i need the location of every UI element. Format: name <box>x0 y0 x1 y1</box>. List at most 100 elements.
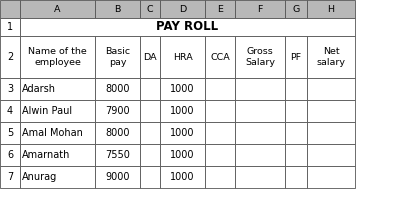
Text: Amarnath: Amarnath <box>22 150 70 160</box>
Text: A: A <box>54 4 61 13</box>
Bar <box>95 166 140 188</box>
Bar <box>160 166 205 188</box>
Text: 1000: 1000 <box>170 172 195 182</box>
Text: Gross
Salary: Gross Salary <box>245 47 275 67</box>
Text: Net
salary: Net salary <box>316 47 346 67</box>
Bar <box>160 144 205 166</box>
Text: Basic
pay: Basic pay <box>105 47 130 67</box>
Bar <box>140 144 160 166</box>
Bar <box>0 100 20 122</box>
Text: 8000: 8000 <box>105 84 130 94</box>
Text: 4: 4 <box>7 106 13 116</box>
Bar <box>20 0 95 18</box>
Bar <box>160 122 205 144</box>
Text: 8000: 8000 <box>105 128 130 138</box>
Bar <box>205 78 235 100</box>
Text: Amal Mohan: Amal Mohan <box>22 128 83 138</box>
Bar <box>0 18 20 36</box>
Bar <box>205 0 235 18</box>
Text: CCA: CCA <box>210 53 230 61</box>
Bar <box>205 122 235 144</box>
Bar <box>160 78 205 100</box>
Text: 7900: 7900 <box>105 106 130 116</box>
Bar <box>20 18 355 36</box>
Bar <box>160 36 205 78</box>
Text: H: H <box>328 4 334 13</box>
Bar <box>95 78 140 100</box>
Text: E: E <box>217 4 223 13</box>
Bar <box>0 0 20 18</box>
Bar <box>235 166 285 188</box>
Text: 7: 7 <box>7 172 13 182</box>
Text: B: B <box>114 4 121 13</box>
Bar <box>285 122 307 144</box>
Text: Anurag: Anurag <box>22 172 57 182</box>
Bar <box>95 36 140 78</box>
Bar <box>307 0 355 18</box>
Bar <box>235 122 285 144</box>
Bar <box>140 36 160 78</box>
Bar <box>0 122 20 144</box>
Bar <box>307 36 355 78</box>
Text: 1000: 1000 <box>170 106 195 116</box>
Text: 1000: 1000 <box>170 128 195 138</box>
Bar <box>0 78 20 100</box>
Bar <box>307 78 355 100</box>
Text: 6: 6 <box>7 150 13 160</box>
Bar <box>205 100 235 122</box>
Text: 7550: 7550 <box>105 150 130 160</box>
Bar <box>235 144 285 166</box>
Bar <box>285 0 307 18</box>
Text: PAY ROLL: PAY ROLL <box>156 21 219 34</box>
Bar <box>95 0 140 18</box>
Text: 1000: 1000 <box>170 84 195 94</box>
Bar <box>140 78 160 100</box>
Bar <box>140 122 160 144</box>
Bar <box>307 100 355 122</box>
Bar <box>140 100 160 122</box>
Bar <box>20 166 95 188</box>
Bar <box>285 144 307 166</box>
Bar <box>235 36 285 78</box>
Bar <box>0 166 20 188</box>
Bar <box>285 36 307 78</box>
Text: G: G <box>292 4 300 13</box>
Bar <box>307 144 355 166</box>
Text: PF: PF <box>290 53 302 61</box>
Bar <box>285 100 307 122</box>
Text: 1000: 1000 <box>170 150 195 160</box>
Text: F: F <box>257 4 263 13</box>
Bar <box>0 144 20 166</box>
Bar <box>307 166 355 188</box>
Text: DA: DA <box>143 53 157 61</box>
Bar <box>95 144 140 166</box>
Bar <box>20 100 95 122</box>
Bar <box>235 78 285 100</box>
Bar <box>95 122 140 144</box>
Bar <box>20 36 95 78</box>
Bar <box>20 144 95 166</box>
Bar <box>235 0 285 18</box>
Bar <box>205 166 235 188</box>
Text: 2: 2 <box>7 52 13 62</box>
Bar <box>285 78 307 100</box>
Bar <box>140 166 160 188</box>
Text: Name of the
employee: Name of the employee <box>28 47 87 67</box>
Bar <box>20 78 95 100</box>
Text: HRA: HRA <box>172 53 192 61</box>
Bar <box>20 122 95 144</box>
Bar <box>140 0 160 18</box>
Text: 5: 5 <box>7 128 13 138</box>
Bar <box>160 0 205 18</box>
Text: D: D <box>179 4 186 13</box>
Text: 3: 3 <box>7 84 13 94</box>
Text: C: C <box>147 4 153 13</box>
Bar <box>205 144 235 166</box>
Bar <box>285 166 307 188</box>
Bar <box>205 36 235 78</box>
Bar <box>0 36 20 78</box>
Bar <box>160 100 205 122</box>
Bar <box>235 100 285 122</box>
Bar <box>95 100 140 122</box>
Text: 9000: 9000 <box>105 172 130 182</box>
